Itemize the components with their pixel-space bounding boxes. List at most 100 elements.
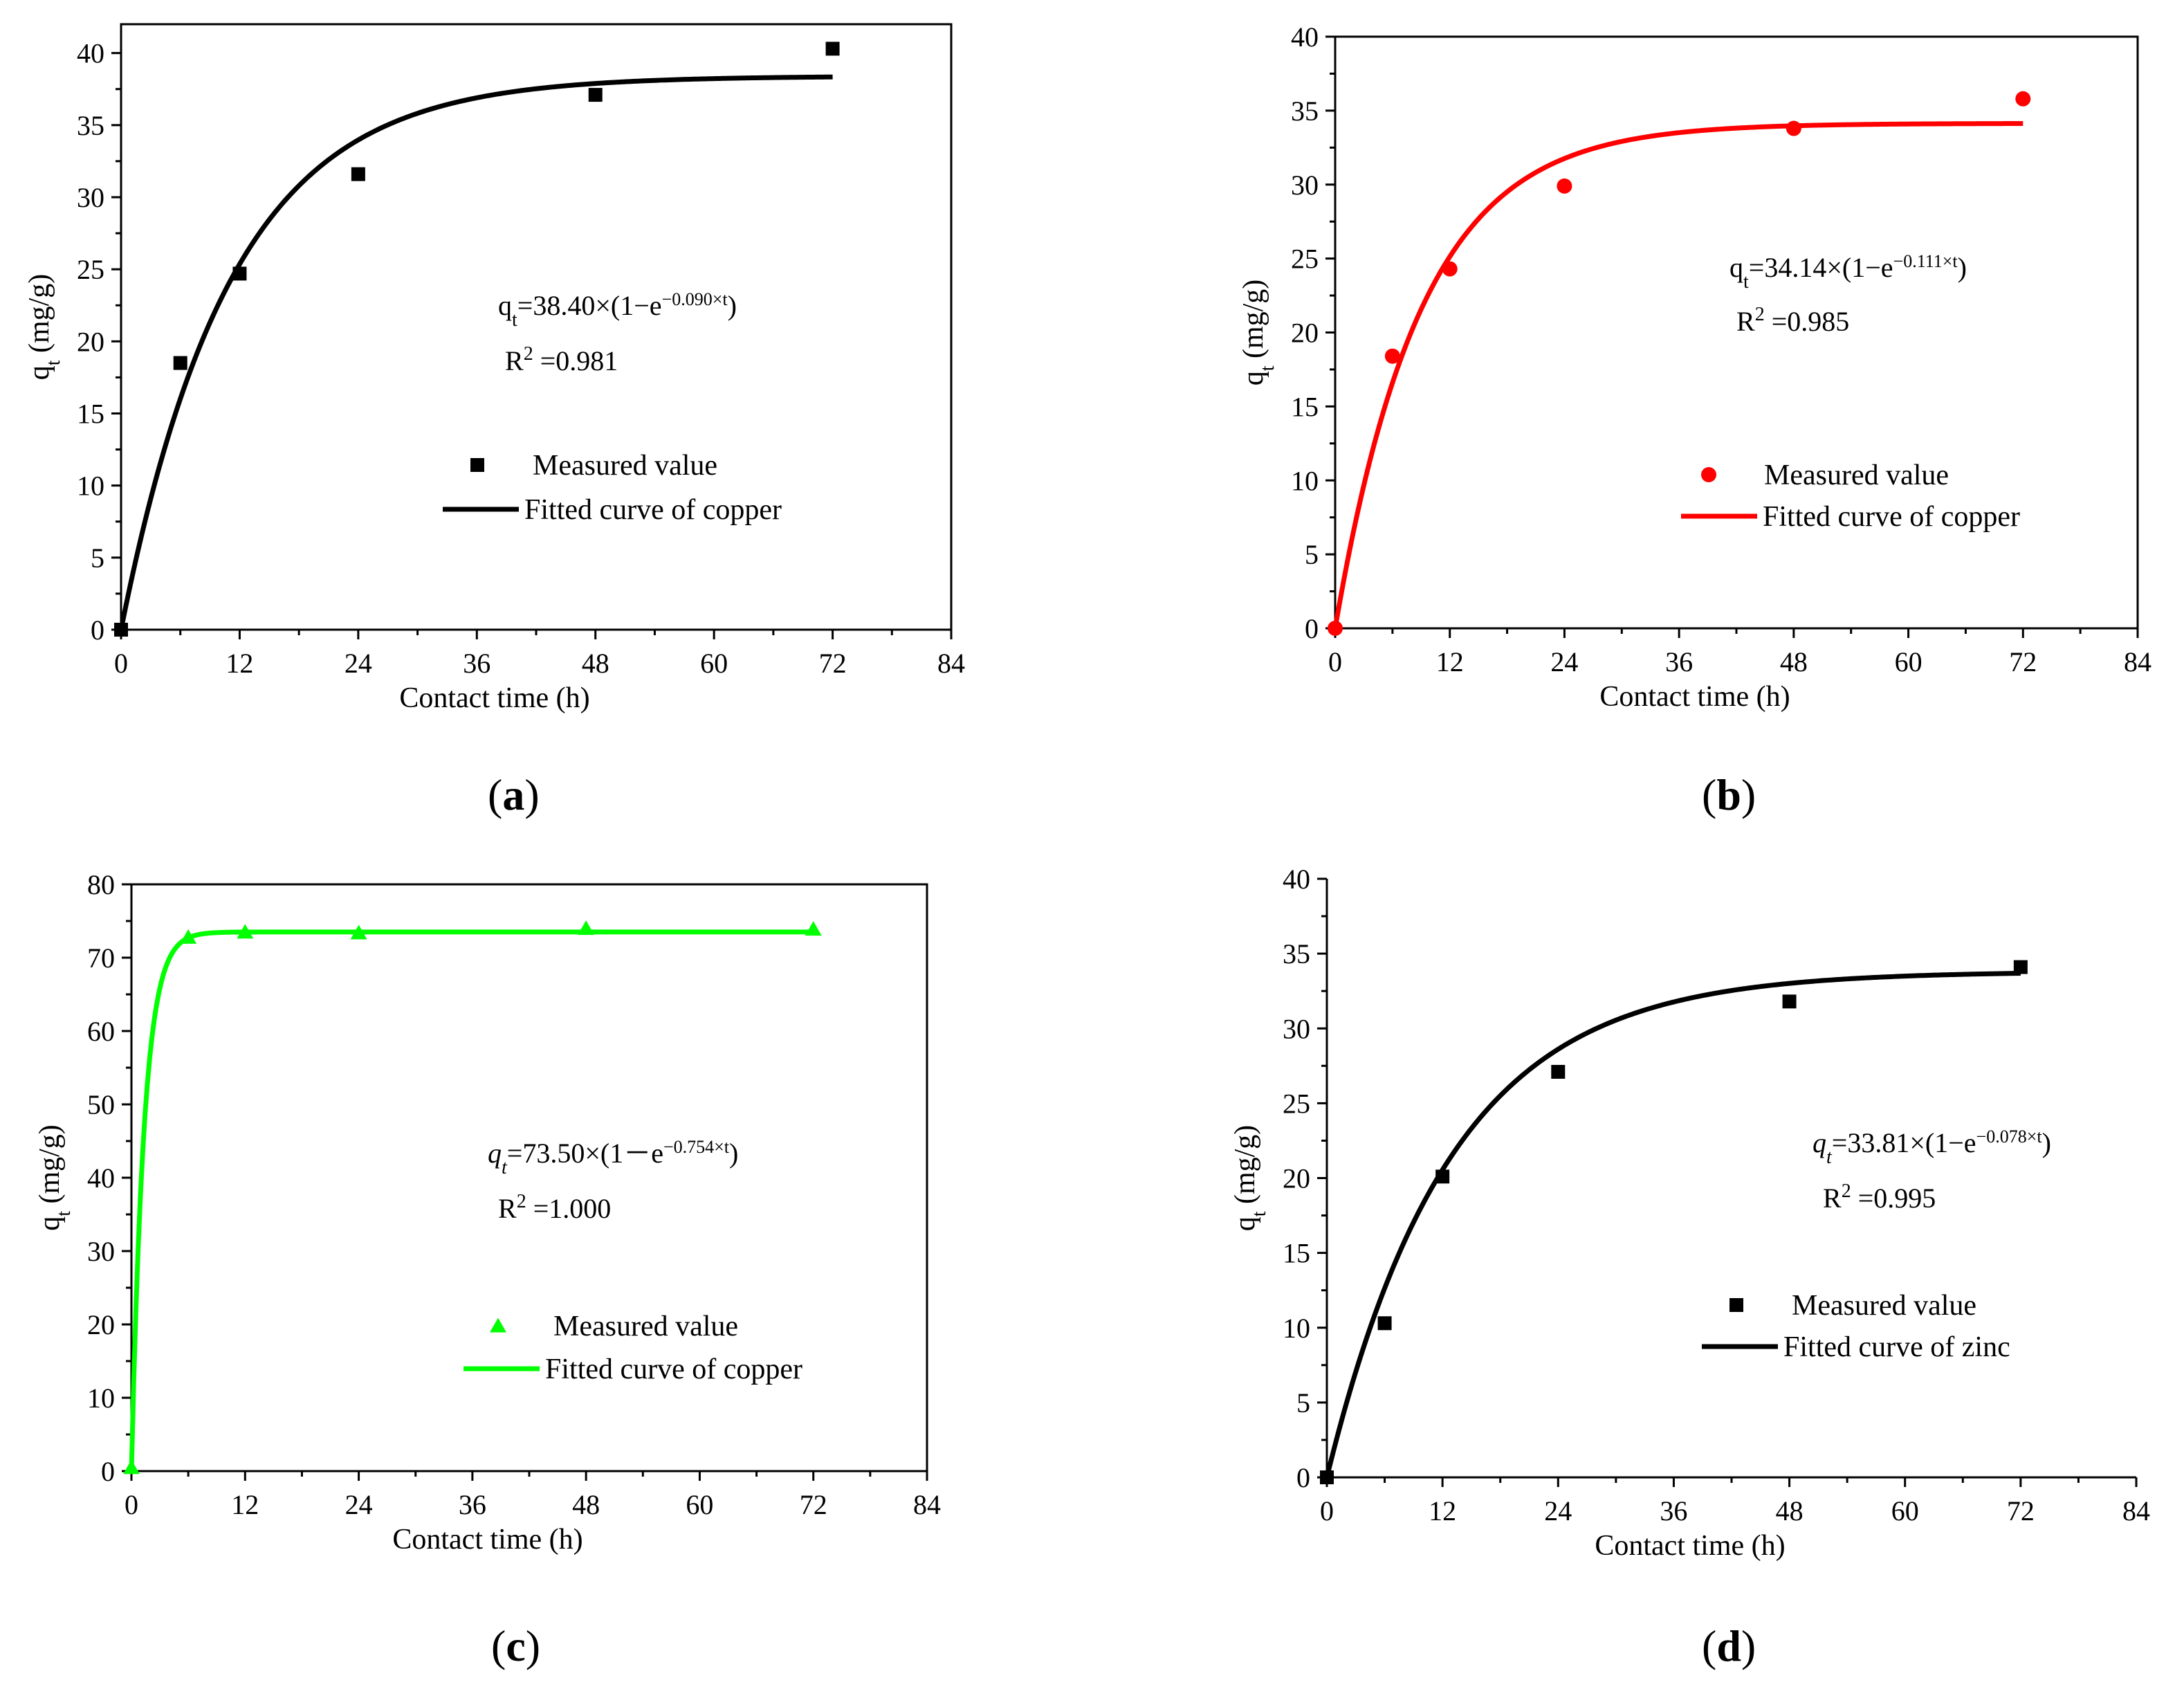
y-tick-label: 30	[87, 1236, 115, 1267]
x-tick-label: 48	[1776, 1495, 1804, 1526]
y-tick-label: 30	[1283, 1013, 1310, 1044]
r-squared-label: R2 =0.995	[1823, 1180, 1936, 1214]
legend-fit-label: Fitted curve of copper	[545, 1353, 802, 1385]
fitted-curve-line	[1324, 971, 2021, 1478]
x-tick-label: 24	[345, 648, 372, 679]
x-tick-label: 84	[913, 1489, 941, 1520]
measured-point	[1377, 1316, 1392, 1331]
x-tick-label: 84	[2122, 1495, 2150, 1526]
x-tick-label: 24	[1550, 646, 1578, 677]
measured-point	[1435, 1169, 1450, 1184]
y-tick-label: 10	[77, 471, 104, 502]
measured-point	[114, 623, 128, 637]
x-tick-label: 12	[231, 1489, 259, 1520]
y-tick-label: 25	[77, 254, 104, 285]
r-squared-label: R2 =1.000	[498, 1191, 611, 1225]
x-tick-label: 72	[2009, 646, 2037, 677]
plot-frame	[120, 23, 953, 631]
legend: Measured value Fitted curve of copper	[464, 1311, 802, 1385]
x-tick-label: 36	[1660, 1495, 1687, 1526]
x-tick-label: 60	[1891, 1495, 1919, 1526]
legend: Measured value Fitted curve of copper	[1681, 459, 2020, 533]
measured-point	[1320, 1470, 1334, 1484]
x-tick-label: 60	[686, 1489, 713, 1520]
y-tick-label: 0	[1296, 1462, 1310, 1493]
chart-panel-a: 0 12 24 36 48 60 72 84 0 5 10 15 20 25 30 35 40 Contact t…	[24, 23, 965, 819]
measured-point	[1384, 348, 1400, 364]
y-tick-label: 20	[1291, 318, 1319, 349]
measured-point	[351, 167, 365, 181]
y-tick-label: 0	[1305, 613, 1319, 644]
x-tick-label: 0	[125, 1489, 138, 1520]
chart-panel-b: 0 12 24 36 48 60 72 84 0 5 10 15 20 25 30 35 40 Contact t…	[1238, 21, 2151, 819]
y-tick-label: 25	[1283, 1088, 1310, 1119]
y-tick-label: 20	[77, 326, 104, 357]
legend-measured-marker	[490, 1317, 506, 1333]
y-axis-title: qt (mg/g)	[34, 1124, 75, 1231]
y-tick-label: 10	[1291, 465, 1319, 496]
measured-point	[1786, 120, 1801, 136]
y-tick-label: 0	[101, 1456, 115, 1487]
legend-measured-marker	[1729, 1298, 1743, 1312]
y-tick-label: 60	[87, 1016, 115, 1047]
x-tick-label: 12	[1429, 1495, 1456, 1526]
x-axis-title: Contact time (h)	[392, 1524, 582, 1556]
y-tick-label: 5	[1296, 1387, 1310, 1419]
legend-fit-label: Fitted curve of copper	[524, 494, 782, 526]
x-axis-title: Contact time (h)	[1599, 681, 1790, 713]
plot-frame	[130, 883, 928, 1472]
x-axis-title: Contact time (h)	[1595, 1530, 1785, 1562]
measured-point	[180, 929, 197, 944]
x-tick-label: 24	[1544, 1495, 1572, 1526]
y-tick-label: 40	[77, 38, 104, 69]
fit-equation: qt=38.40×(1−e−0.090×t)	[498, 289, 737, 331]
x-tick-label: 72	[2007, 1495, 2035, 1526]
fitted-curve-line	[118, 74, 833, 630]
fit-equation: qt=34.14×(1−e−0.111×t)	[1729, 251, 1967, 293]
fit-equation: qt=33.81×(1−e−0.078×t)	[1813, 1127, 2051, 1168]
x-tick-label: 0	[1320, 1495, 1334, 1526]
y-tick-label: 70	[87, 942, 115, 974]
y-tick-label: 20	[1283, 1163, 1310, 1194]
measured-point	[232, 266, 247, 281]
y-tick-label: 30	[1291, 170, 1319, 201]
x-tick-label: 12	[226, 648, 253, 679]
y-tick-label: 0	[91, 614, 104, 646]
measured-point	[588, 88, 603, 102]
x-tick-label: 60	[700, 648, 728, 679]
x-tick-label: 12	[1436, 646, 1464, 677]
x-tick-label: 84	[937, 648, 965, 679]
x-tick-label: 72	[819, 648, 847, 679]
y-tick-label: 15	[1283, 1238, 1310, 1269]
x-tick-label: 36	[463, 648, 490, 679]
y-tick-label: 40	[1283, 864, 1310, 895]
legend-fit-label: Fitted curve of zinc	[1783, 1331, 2010, 1363]
x-tick-label: 72	[800, 1489, 827, 1520]
legend-measured-label: Measured value	[1792, 1290, 1976, 1322]
y-tick-label: 35	[77, 110, 104, 141]
measured-point	[1782, 994, 1797, 1009]
measured-point	[1557, 178, 1572, 194]
y-axis-title: qt (mg/g)	[1229, 1125, 1270, 1232]
x-tick-label: 36	[1665, 646, 1693, 677]
y-tick-label: 80	[87, 869, 115, 900]
y-tick-label: 20	[87, 1309, 115, 1340]
x-tick-label: 24	[345, 1489, 373, 1520]
panel-label: (d)	[1702, 1621, 1756, 1670]
r-squared-label: R2 =0.985	[1736, 304, 1849, 338]
x-tick-label: 48	[572, 1489, 600, 1520]
x-tick-label: 48	[1780, 646, 1808, 677]
legend-measured-marker	[470, 458, 484, 472]
legend-fit-label: Fitted curve of copper	[1763, 501, 2020, 533]
y-tick-label: 5	[1305, 539, 1319, 570]
chart-panel-d: 0 12 24 36 48 60 72 84 0 5 10 15 20 25 30 35 40 Contact t…	[1229, 864, 2150, 1670]
y-tick-label: 5	[91, 542, 104, 574]
y-tick-label: 25	[1291, 244, 1319, 275]
measured-point	[2015, 91, 2031, 107]
fitted-curve-line	[1332, 121, 2024, 629]
x-axis-title: Contact time (h)	[399, 682, 589, 714]
x-tick-label: 60	[1895, 646, 1923, 677]
y-tick-label: 35	[1283, 938, 1310, 969]
x-tick-label: 0	[1328, 646, 1342, 677]
